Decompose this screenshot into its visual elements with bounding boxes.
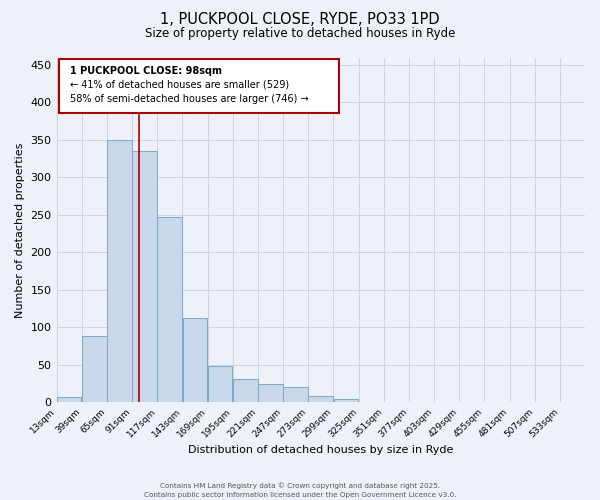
Bar xyxy=(308,396,333,402)
Bar xyxy=(107,140,132,402)
FancyBboxPatch shape xyxy=(59,59,339,112)
Text: Size of property relative to detached houses in Ryde: Size of property relative to detached ho… xyxy=(145,28,455,40)
Text: Contains HM Land Registry data © Crown copyright and database right 2025.: Contains HM Land Registry data © Crown c… xyxy=(160,482,440,489)
Text: ← 41% of detached houses are smaller (529): ← 41% of detached houses are smaller (52… xyxy=(70,80,289,90)
Bar xyxy=(132,151,157,403)
Text: 58% of semi-detached houses are larger (746) →: 58% of semi-detached houses are larger (… xyxy=(70,94,308,104)
Bar xyxy=(157,217,182,402)
Bar xyxy=(57,397,82,402)
Text: 1 PUCKPOOL CLOSE: 98sqm: 1 PUCKPOOL CLOSE: 98sqm xyxy=(70,66,222,76)
Bar xyxy=(258,384,283,402)
Bar xyxy=(283,388,308,402)
Y-axis label: Number of detached properties: Number of detached properties xyxy=(15,142,25,318)
Text: 1, PUCKPOOL CLOSE, RYDE, PO33 1PD: 1, PUCKPOOL CLOSE, RYDE, PO33 1PD xyxy=(160,12,440,28)
Bar xyxy=(82,336,107,402)
Text: Contains public sector information licensed under the Open Government Licence v3: Contains public sector information licen… xyxy=(144,492,456,498)
Bar xyxy=(182,318,207,402)
X-axis label: Distribution of detached houses by size in Ryde: Distribution of detached houses by size … xyxy=(188,445,454,455)
Bar xyxy=(208,366,232,403)
Bar xyxy=(233,379,257,402)
Bar xyxy=(334,400,358,402)
